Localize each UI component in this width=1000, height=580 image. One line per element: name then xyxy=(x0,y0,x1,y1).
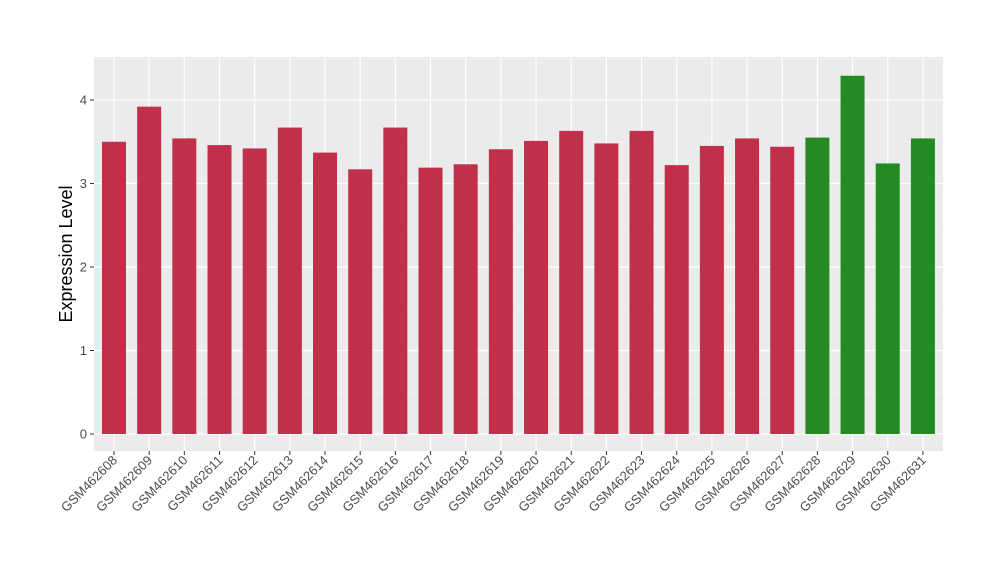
bar-GSM462622 xyxy=(594,143,619,435)
bar-GSM462628 xyxy=(805,137,830,434)
plot-panel xyxy=(94,57,943,451)
y-axis-title: Expression Level xyxy=(56,185,76,322)
grid-minor xyxy=(94,57,943,393)
y-tick-label: 2 xyxy=(80,260,87,275)
bars-group xyxy=(102,75,935,435)
bar-GSM462609 xyxy=(137,106,162,435)
bar-GSM462614 xyxy=(313,152,338,435)
bar-GSM462625 xyxy=(699,145,724,435)
bar-GSM462611 xyxy=(207,145,232,434)
bar-GSM462627 xyxy=(770,146,795,434)
x-axis: GSM462608GSM462609GSM462610GSM462611GSM4… xyxy=(58,451,929,515)
y-tick-label: 0 xyxy=(80,427,87,442)
bar-GSM462623 xyxy=(629,130,654,434)
y-tick-label: 1 xyxy=(80,343,87,358)
bar-GSM462616 xyxy=(383,127,408,435)
y-tick-label: 3 xyxy=(80,176,87,191)
bar-GSM462615 xyxy=(348,169,373,434)
bar-GSM462626 xyxy=(735,138,760,434)
bar-GSM462610 xyxy=(172,138,197,434)
bar-GSM462620 xyxy=(524,140,549,435)
bar-GSM462617 xyxy=(418,167,443,434)
bar-GSM462621 xyxy=(559,130,584,434)
bar-GSM462608 xyxy=(102,141,126,434)
y-tick-label: 4 xyxy=(80,93,87,108)
bar-GSM462613 xyxy=(277,127,302,435)
bar-GSM462631 xyxy=(910,138,935,434)
bar-GSM462612 xyxy=(242,148,267,434)
bar-GSM462624 xyxy=(664,165,689,434)
bar-GSM462619 xyxy=(488,149,513,434)
bar-GSM462618 xyxy=(453,164,478,435)
bar-GSM462630 xyxy=(875,163,900,434)
y-axis: 0 1 2 3 4 xyxy=(80,93,94,442)
bar-GSM462629 xyxy=(840,75,865,434)
